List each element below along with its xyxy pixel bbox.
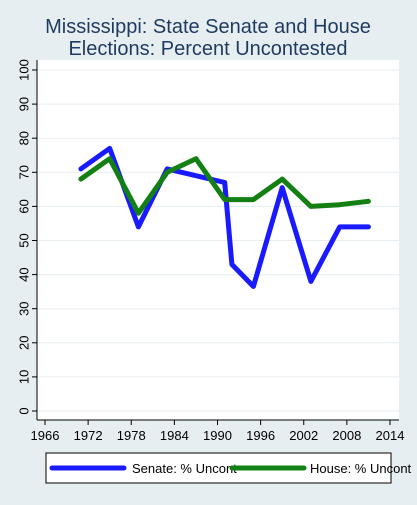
y-tick-label: 70: [17, 165, 32, 179]
y-tick-label: 20: [17, 336, 32, 350]
y-tick-label: 60: [17, 199, 32, 213]
x-tick-label: 1990: [203, 428, 232, 443]
x-tick-label: 1996: [246, 428, 275, 443]
y-tick-label: 50: [17, 233, 32, 247]
chart-title-line-2: Elections: Percent Uncontested: [68, 38, 347, 60]
x-tick-label: 2014: [376, 428, 405, 443]
legend: Senate: % Uncont House: % Uncont: [49, 461, 412, 476]
series-lines: [78, 145, 371, 289]
y-tick-label: 100: [17, 59, 32, 81]
y-tick-label: 80: [17, 131, 32, 145]
y-tick-label: 40: [17, 267, 32, 281]
y-tick-label: 10: [17, 370, 32, 384]
legend-label-house: House: % Uncont: [310, 461, 412, 476]
x-tick-label: 2008: [332, 428, 361, 443]
y-tick-label: 90: [17, 97, 32, 111]
chart-title-line-1: Mississippi: State Senate and House: [45, 16, 371, 38]
x-tick-label: 2002: [289, 428, 318, 443]
series-line-house: [78, 156, 371, 216]
x-tick-label: 1972: [74, 428, 103, 443]
y-tick-label: 0: [17, 407, 32, 414]
tick-labels: 0 10 20 30 40 50 60 70 80 90 100 1966 1972 1978 1984 19…: [17, 59, 405, 443]
y-tick-label: 30: [17, 301, 32, 315]
x-tick-label: 1978: [117, 428, 146, 443]
axes: [32, 60, 399, 425]
x-tick-label: 1984: [160, 428, 189, 443]
x-tick-label: 1966: [31, 428, 60, 443]
legend-label-senate: Senate: % Uncont: [132, 461, 237, 476]
series-line-senate: [78, 145, 371, 289]
